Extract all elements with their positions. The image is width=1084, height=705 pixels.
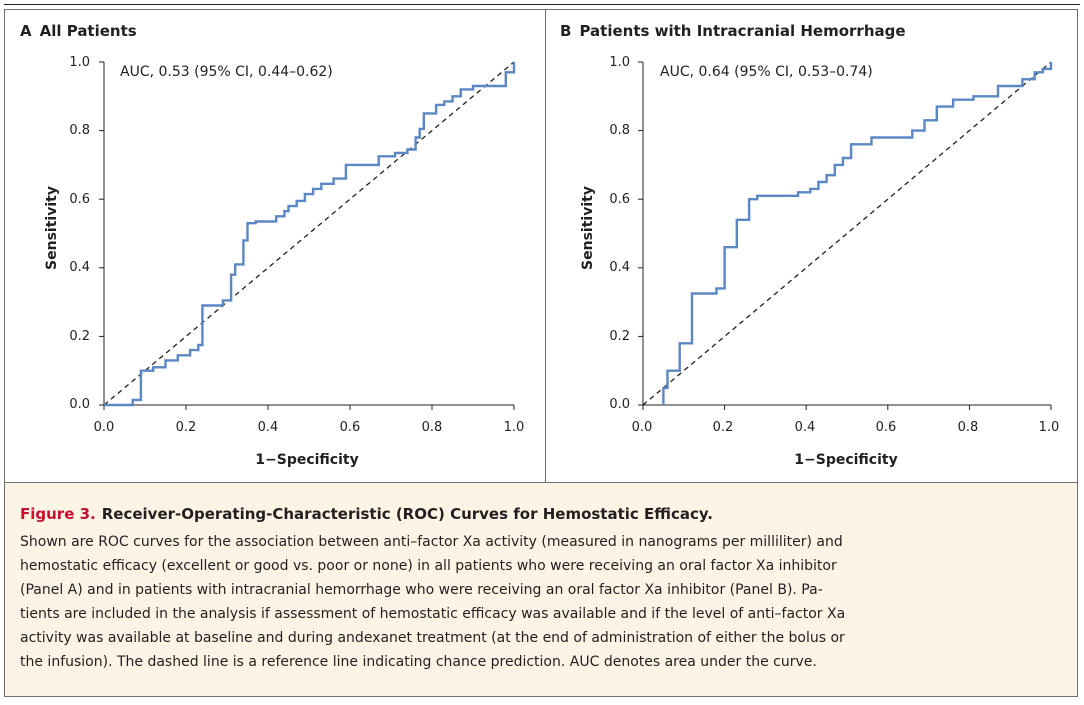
panel-a-ytick: 1.0 <box>69 55 90 70</box>
panel-a-xtick: 0.2 <box>175 420 197 435</box>
panel-b-title: B Patients with Intracranial Hemorrhage <box>560 22 906 40</box>
panel-a-auc: AUC, 0.53 (95% CI, 0.44–0.62) <box>120 64 333 80</box>
figure-caption-body: Shown are ROC curves for the association… <box>20 530 1064 674</box>
panel-a-xtick: 0.0 <box>93 420 115 435</box>
panel-a-title-text: All Patients <box>39 22 137 40</box>
panel-b-xtick: 0.8 <box>957 420 979 435</box>
panel-b-title-text: Patients with Intracranial Hemorrhage <box>579 22 906 40</box>
panel-b-ytick: 0.4 <box>609 260 630 275</box>
panel-a-ytick: 0.6 <box>69 192 90 207</box>
panel-a-roc-curve <box>104 62 516 407</box>
caption-line: the infusion). The dashed line is a refe… <box>20 654 817 670</box>
panel-a-ytick: 0.0 <box>69 397 90 412</box>
caption-line: Shown are ROC curves for the association… <box>20 534 843 550</box>
figure-number: Figure 3. <box>20 505 96 523</box>
panel-b-xtick: 0.2 <box>712 420 734 435</box>
caption-line: activity was available at baseline and d… <box>20 630 845 646</box>
panel-b-xtick: 0.6 <box>875 420 897 435</box>
panel-a-xtick: 0.8 <box>421 420 443 435</box>
panel-b-xtick: 0.0 <box>631 420 653 435</box>
caption-line: tients are included in the analysis if a… <box>20 606 846 622</box>
panel-a-ytick: 0.8 <box>69 123 90 138</box>
panel-b-auc: AUC, 0.64 (95% CI, 0.53–0.74) <box>660 64 873 80</box>
panel-a-xlabel: 1−Specificity <box>255 452 359 468</box>
panel-b-xtick: 1.0 <box>1038 420 1060 435</box>
caption-line: (Panel A) and in patients with intracran… <box>20 582 823 598</box>
figure-caption-title: Figure 3. Receiver-Operating-Characterist… <box>20 505 713 523</box>
panel-b-ytick: 0.8 <box>609 123 630 138</box>
caption-line: hemostatic efficacy (excellent or good v… <box>20 558 837 574</box>
caption-box <box>5 482 1077 696</box>
panel-a-letter: A <box>20 22 32 40</box>
panel-b-xtick: 0.4 <box>794 420 816 435</box>
panel-b-reference-line <box>642 61 1052 406</box>
figure-title-text: Receiver-Operating-Characteristic (ROC) … <box>101 505 713 523</box>
panel-a-ytick: 0.2 <box>69 329 90 344</box>
panel-b-ytick: 0.0 <box>609 397 630 412</box>
panel-b-xlabel: 1−Specificity <box>794 452 898 468</box>
panel-b-ytick: 0.6 <box>609 192 630 207</box>
panel-a-title: A All Patients <box>20 22 137 40</box>
panel-b-roc-curve <box>662 62 1053 405</box>
panel-b-letter: B <box>560 22 572 40</box>
panel-b-ytick: 1.0 <box>609 55 630 70</box>
panel-divider <box>545 9 546 482</box>
panel-a-xtick: 0.4 <box>257 420 279 435</box>
panel-a-xtick: 0.6 <box>339 420 361 435</box>
panel-b-ytick: 0.2 <box>609 329 630 344</box>
panel-a-ytick: 0.4 <box>69 260 90 275</box>
top-rule <box>4 4 1080 5</box>
panel-a-reference-line <box>103 61 515 406</box>
panel-a-xtick: 1.0 <box>503 420 525 435</box>
figure-frame <box>4 9 1078 697</box>
